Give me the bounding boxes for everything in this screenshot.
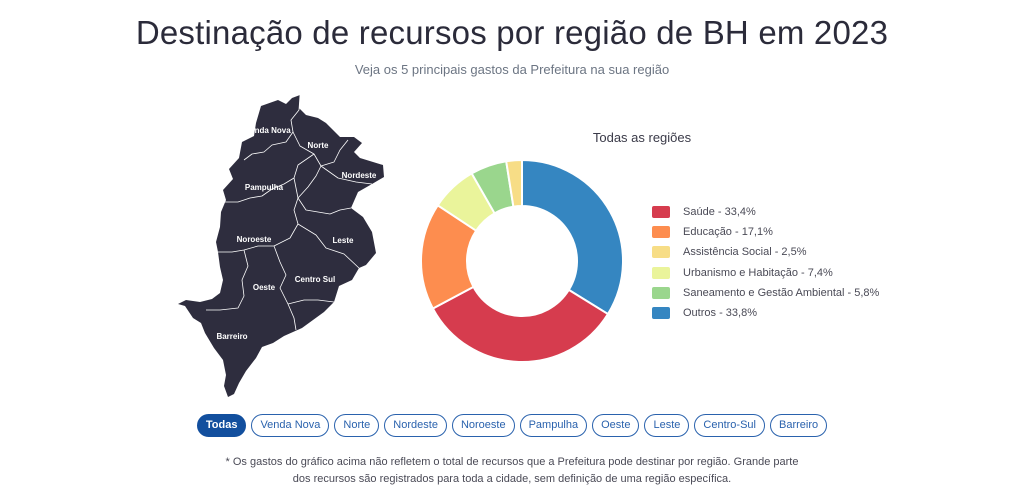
region-label-noroeste: Noroeste (237, 235, 272, 244)
region-labels: Venda Nova Norte Nordeste Pampulha Noroe… (216, 126, 376, 341)
donut-slice-outros[interactable] (521, 158, 624, 316)
region-label-barreiro: Barreiro (216, 332, 247, 341)
legend-item-urbanismo-habitacao[interactable]: Urbanismo e Habitação - 7,4% (652, 263, 879, 283)
chart-title: Todas as regiões (592, 130, 692, 145)
legend-label: Urbanismo e Habitação - 7,4% (683, 266, 833, 279)
legend-label: Educação - 17,1% (683, 226, 773, 239)
filter-barreiro-button[interactable]: Barreiro (769, 414, 828, 437)
donut-slice-assistencia-social[interactable] (505, 158, 523, 208)
legend-swatch (652, 246, 670, 259)
footnote-line-2: dos recursos são registrados para toda a… (292, 473, 732, 485)
legend-swatch (652, 226, 670, 239)
chart-legend: Saúde - 33,4% Educação - 17,1% Assistênc… (652, 202, 879, 323)
legend-item-assistencia-social[interactable]: Assistência Social - 2,5% (652, 242, 879, 262)
legend-item-educacao[interactable]: Educação - 17,1% (652, 222, 879, 242)
filter-venda-nova-button[interactable]: Venda Nova (251, 414, 330, 437)
region-label-pampulha: Pampulha (245, 183, 284, 192)
legend-label: Saúde - 33,4% (683, 206, 756, 219)
region-label-oeste: Oeste (253, 283, 276, 292)
region-label-centro-sul: Centro Sul (295, 275, 335, 284)
region-label-nordeste: Nordeste (342, 171, 377, 180)
filter-noroeste-button[interactable]: Noroeste (451, 414, 515, 437)
footnote-line-1: * Os gastos do gráfico acima não reflete… (225, 456, 799, 468)
legend-item-saude[interactable]: Saúde - 33,4% (652, 202, 879, 222)
legend-swatch (652, 286, 670, 299)
page-title: Destinação de recursos por região de BH … (135, 14, 889, 51)
region-borders (206, 94, 373, 331)
map-outline (178, 95, 384, 397)
filter-oeste-button[interactable]: Oeste (592, 414, 640, 437)
donut-slice-saude[interactable] (431, 285, 610, 363)
legend-label: Saneamento e Gestão Ambiental - 5,8% (683, 286, 880, 299)
filter-norte-button[interactable]: Norte (334, 414, 380, 437)
region-label-leste: Leste (333, 236, 354, 245)
bh-regions-map: Venda Nova Norte Nordeste Pampulha Noroe… (178, 94, 384, 397)
legend-swatch (652, 266, 670, 279)
footnote: * Os gastos do gráfico acima não reflete… (0, 454, 1024, 488)
legend-swatch (652, 206, 670, 219)
legend-label: Assistência Social - 2,5% (683, 246, 807, 259)
region-label-venda-nova: Venda Nova (245, 126, 291, 135)
legend-item-outros[interactable]: Outros - 33,8% (652, 303, 879, 323)
filter-centro-sul-button[interactable]: Centro-Sul (694, 414, 765, 437)
region-filter-bar: Todas Venda Nova Norte Nordeste Noroeste… (0, 414, 1024, 437)
legend-label: Outros - 33,8% (683, 307, 757, 320)
filter-leste-button[interactable]: Leste (644, 414, 690, 437)
filter-todas-button[interactable]: Todas (196, 414, 247, 437)
legend-swatch (652, 307, 670, 320)
filter-nordeste-button[interactable]: Nordeste (384, 414, 447, 437)
page-subtitle: Veja os 5 principais gastos da Prefeitur… (354, 62, 670, 77)
legend-item-saneamento[interactable]: Saneamento e Gestão Ambiental - 5,8% (652, 283, 879, 303)
region-label-norte: Norte (308, 141, 329, 150)
filter-pampulha-button[interactable]: Pampulha (519, 414, 588, 437)
donut-chart (420, 158, 624, 363)
